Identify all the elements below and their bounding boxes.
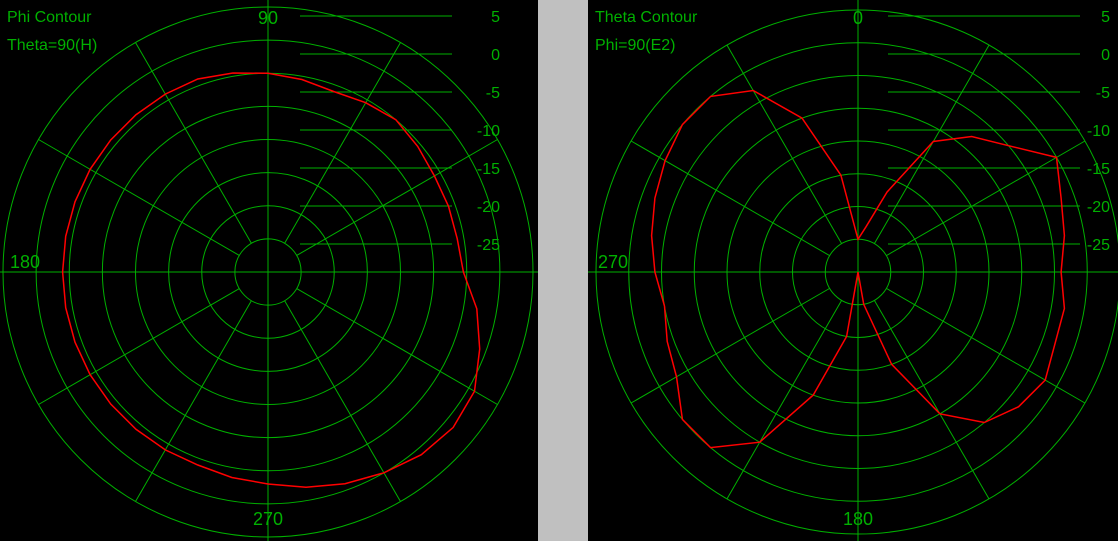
level-label: 0 — [1101, 47, 1110, 64]
chart-title: Phi Contour — [7, 9, 92, 26]
theta-contour-plot: 5 0 -5 -10 -15 -20 -25 0 270 180 — [588, 0, 1118, 541]
grid-spoke — [726, 44, 843, 244]
pattern-line — [650, 89, 1066, 449]
grid-spoke — [873, 300, 990, 500]
angle-label-left: 180 — [10, 252, 40, 272]
grid-spoke — [296, 288, 498, 405]
level-label: -15 — [477, 161, 500, 178]
chart-subtitle: Theta=90(H) — [7, 37, 98, 54]
phi-contour-plot: 5 0 -5 -10 -15 -20 -25 90 180 270 — [0, 0, 538, 541]
angle-label-top: 0 — [853, 8, 863, 28]
angle-label-top: 90 — [258, 8, 278, 28]
angle-label-left: 270 — [598, 252, 628, 272]
grid-spoke — [886, 287, 1086, 404]
level-label: -25 — [1087, 237, 1110, 254]
level-label: 5 — [491, 9, 500, 26]
level-label: -10 — [1087, 123, 1110, 140]
grid-spoke — [135, 42, 252, 244]
grid-spoke — [886, 140, 1086, 257]
level-label: -20 — [1087, 199, 1110, 216]
level-label: -10 — [477, 123, 500, 140]
grid-spoke — [38, 139, 240, 256]
level-label: 0 — [491, 47, 500, 64]
phi-contour-panel: 5 0 -5 -10 -15 -20 -25 90 180 270 Phi Contour The… — [0, 0, 538, 541]
grid-spoke — [135, 300, 252, 502]
panel-divider — [538, 0, 588, 541]
angle-label-bottom: 180 — [843, 509, 873, 529]
level-label: -5 — [486, 85, 500, 102]
theta-contour-panel: 5 0 -5 -10 -15 -20 -25 0 270 180 Theta Contour Ph… — [588, 0, 1118, 541]
grid-spoke — [38, 288, 240, 405]
grid-spoke — [284, 300, 401, 502]
level-label: -25 — [477, 237, 500, 254]
grid-spoke — [284, 42, 401, 244]
pattern-line — [61, 72, 481, 489]
grid-spoke — [630, 140, 830, 257]
grid-spoke — [630, 287, 830, 404]
level-label: -15 — [1087, 161, 1110, 178]
level-label: 5 — [1101, 9, 1110, 26]
level-label: -20 — [477, 199, 500, 216]
level-label: -5 — [1096, 85, 1110, 102]
angle-label-bottom: 270 — [253, 509, 283, 529]
chart-subtitle: Phi=90(E2) — [595, 37, 676, 54]
grid-spoke — [726, 300, 843, 500]
chart-title: Theta Contour — [595, 9, 698, 26]
grid-spoke — [296, 139, 498, 256]
